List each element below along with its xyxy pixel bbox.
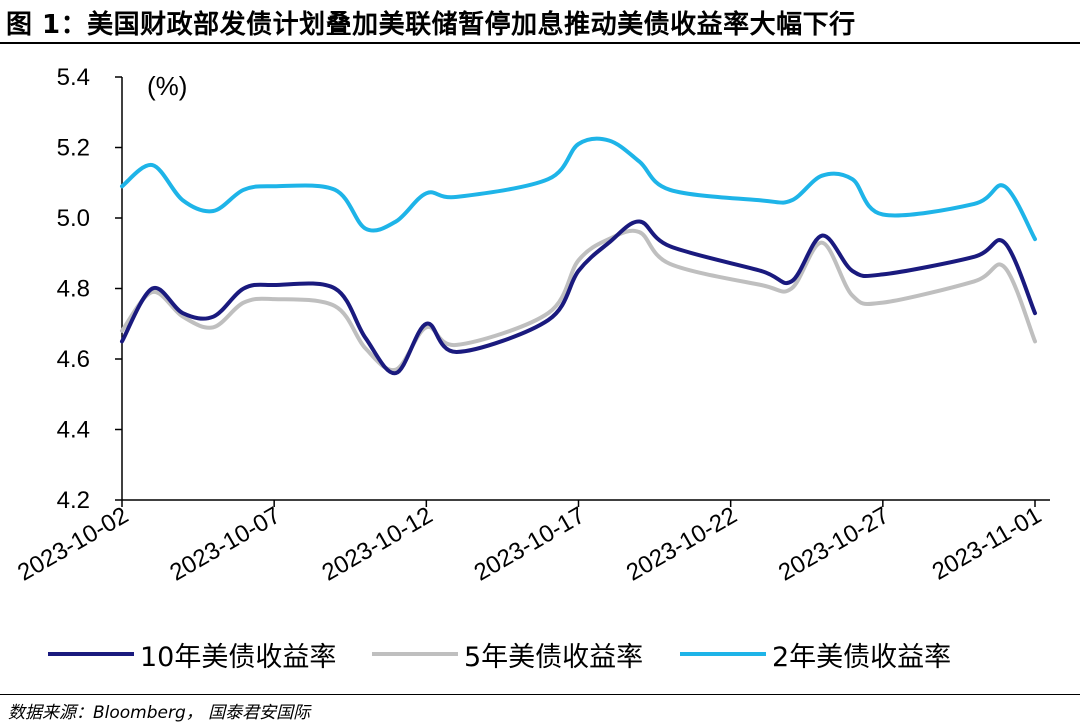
series-line-10y: [120, 219, 1037, 376]
source-note: 数据来源：Bloomberg， 国泰君安国际: [8, 703, 311, 723]
y-axis-unit-label: (%): [147, 71, 187, 101]
legend-label-10y: 10年美债收益率: [140, 641, 337, 673]
x-tick-label: 2023-10-07: [165, 502, 285, 587]
x-tick-label: 2023-10-12: [318, 502, 438, 587]
chart-legend: 10年美债收益率 5年美债收益率 2年美债收益率: [0, 636, 1080, 673]
legend-swatch-10y: [48, 652, 134, 656]
series-line-5y: [120, 228, 1037, 373]
legend-label-2y: 2年美债收益率: [772, 641, 952, 673]
legend-label-5y: 5年美债收益率: [464, 641, 644, 673]
y-tick-label: 5.0: [57, 205, 90, 232]
x-tick-label: 2023-10-22: [622, 502, 742, 587]
y-tick-label: 4.2: [57, 487, 90, 514]
y-tick-label: 4.6: [57, 346, 90, 373]
x-tick-label: 2023-10-02: [13, 502, 133, 587]
x-tick-label: 2023-10-27: [774, 502, 894, 587]
x-tick-label: 2023-11-01: [928, 502, 1046, 586]
chart-title: 图 1：美国财政部发债计划叠加美联储暂停加息推动美债收益率大幅下行: [6, 10, 856, 40]
legend-swatch-2y: [680, 652, 766, 656]
yield-line-chart: 5.4 5.2 5.0 4.8 4.6 4.4 4.2 (%) 2023-10-02 2023-1…: [13, 64, 1050, 587]
title-bar: 图 1：美国财政部发债计划叠加美联储暂停加息推动美债收益率大幅下行: [0, 0, 1080, 44]
y-tick-label: 4.8: [57, 276, 90, 303]
legend-item-5y: 5年美债收益率: [372, 636, 644, 673]
legend-item-10y: 10年美债收益率: [48, 636, 337, 673]
footer-divider: [0, 694, 1080, 695]
y-tick-label: 4.4: [57, 417, 90, 444]
y-tick-label: 5.2: [57, 135, 90, 162]
title-divider: [0, 42, 1080, 44]
legend-swatch-5y: [372, 652, 458, 656]
legend-item-2y: 2年美债收益率: [680, 636, 952, 673]
x-tick-label: 2023-10-17: [470, 502, 590, 587]
series-line-2y: [120, 136, 1037, 242]
y-tick-label: 5.4: [57, 64, 90, 91]
